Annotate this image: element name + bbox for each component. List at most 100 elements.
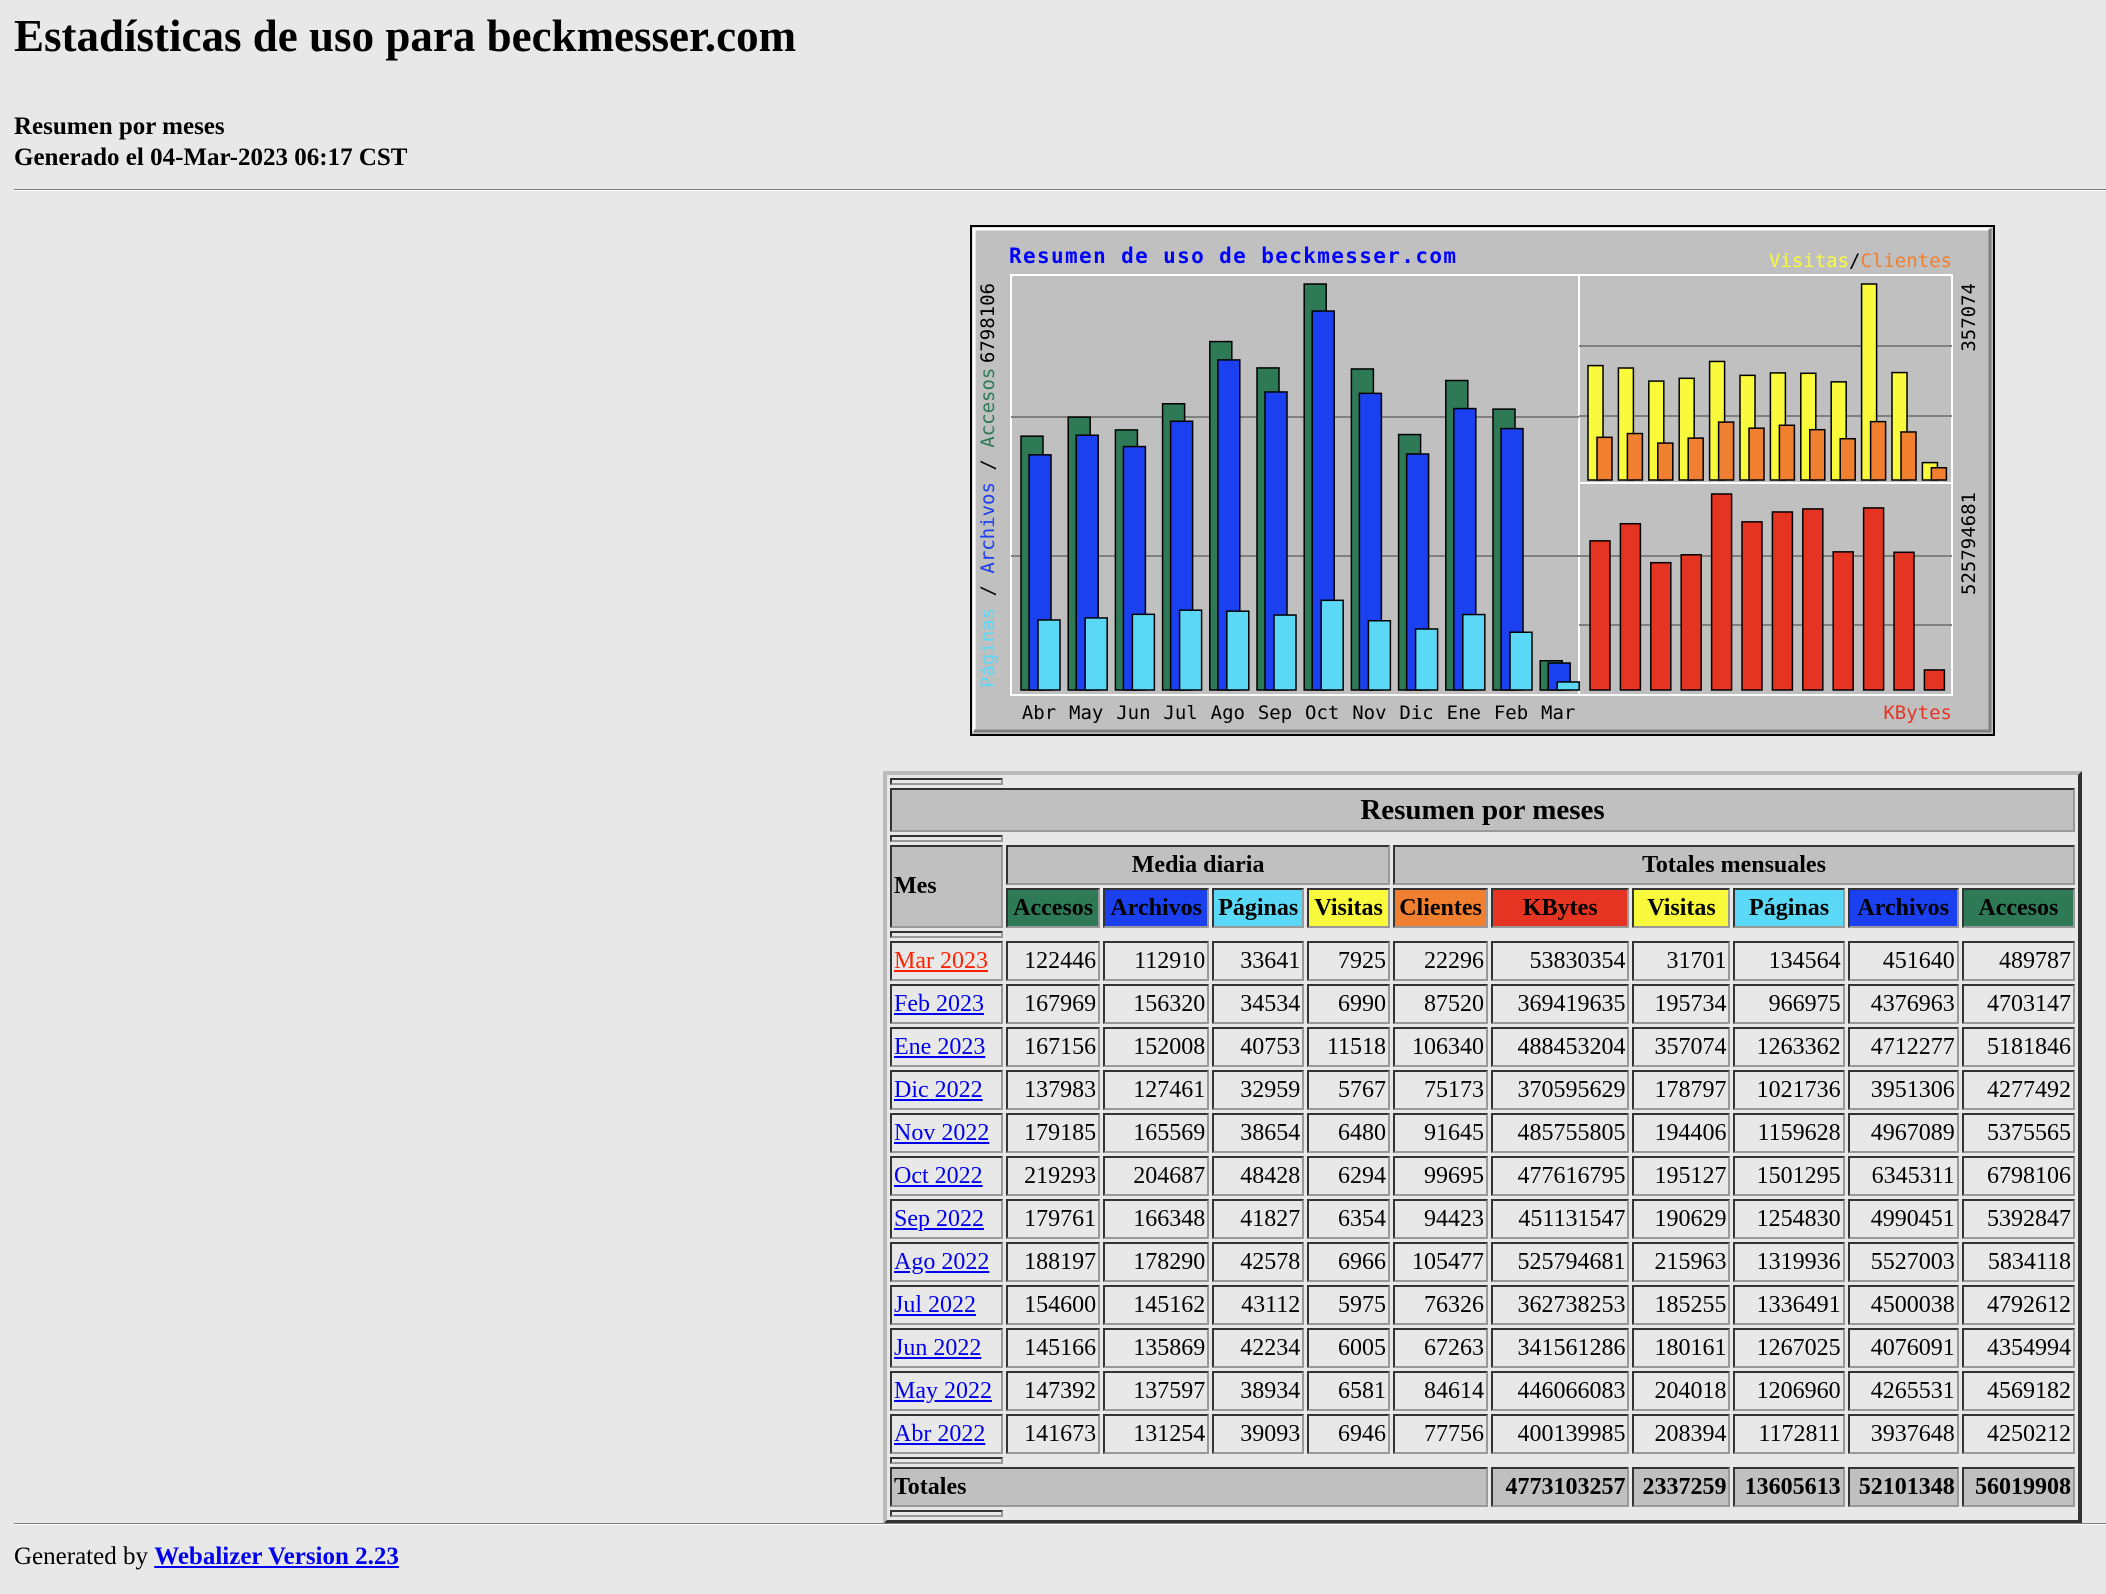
month-label: Ene (1447, 702, 1481, 724)
page-subtitle: Resumen por meses (14, 113, 225, 140)
value-cell: 195127 (1632, 1156, 1731, 1196)
month-link[interactable]: Sep 2022 (894, 1205, 984, 1232)
value-cell: 38934 (1212, 1371, 1305, 1411)
value-cell: 179761 (1006, 1199, 1101, 1239)
table-row: Mar 2023 122446 112910 33641 7925 22296 538303… (890, 941, 2075, 981)
value-cell: 77756 (1393, 1414, 1489, 1454)
value-cell: 485755805 (1491, 1113, 1630, 1153)
table-title-row: Resumen por meses (890, 788, 2075, 832)
month-link[interactable]: Abr 2022 (894, 1420, 986, 1447)
value-cell: 204018 (1632, 1371, 1731, 1411)
month-link[interactable]: Ago 2022 (894, 1248, 990, 1275)
table-row: Sep 2022 179761 166348 41827 6354 94423 451131… (890, 1199, 2075, 1239)
value-cell: 6480 (1307, 1113, 1391, 1153)
value-cell: 185255 (1632, 1285, 1731, 1325)
month-label: Dic (1399, 702, 1433, 724)
bar-clientes (1626, 432, 1644, 481)
bar-kbytes (1741, 521, 1763, 691)
value-cell: 6990 (1307, 984, 1391, 1024)
value-cell: 167969 (1006, 984, 1101, 1024)
value-cell: 5181846 (1961, 1027, 2075, 1067)
value-cell: 165569 (1103, 1113, 1210, 1153)
bar-kbytes (1862, 507, 1885, 691)
value-cell: 4967089 (1847, 1113, 1959, 1153)
bar-paginas (1462, 613, 1486, 691)
value-cell: 4277492 (1961, 1070, 2075, 1110)
value-cell: 141673 (1006, 1414, 1101, 1454)
month-label: Nov (1352, 702, 1386, 724)
value-cell: 400139985 (1491, 1414, 1630, 1454)
month-link[interactable]: Jul 2022 (894, 1291, 977, 1318)
value-cell: 166348 (1103, 1199, 1210, 1239)
table-row: Ene 2023 167156 152008 40753 11518 106340 4884… (890, 1027, 2075, 1067)
spacer-row (890, 835, 2075, 842)
spacer-row (890, 1510, 2075, 1517)
bar-paginas (1037, 619, 1061, 691)
footer: Generated by Webalizer Version 2.23 (14, 1543, 399, 1571)
webalizer-link[interactable]: Webalizer Version 2.23 (154, 1543, 399, 1570)
bar-clientes (1930, 467, 1948, 481)
kbytes-legend: KBytes (1883, 702, 1952, 724)
table-row: Feb 2023 167969 156320 34534 6990 87520 369419… (890, 984, 2075, 1024)
value-cell: 137597 (1103, 1371, 1210, 1411)
value-cell: 4250212 (1961, 1414, 2075, 1454)
value-cell: 4792612 (1961, 1285, 2075, 1325)
value-cell: 1206960 (1733, 1371, 1845, 1411)
month-link[interactable]: May 2022 (894, 1377, 992, 1404)
value-cell: 489787 (1961, 941, 2075, 981)
visits-legend: Visitas/Clientes (1769, 250, 1952, 272)
value-cell: 5767 (1307, 1070, 1391, 1110)
value-cell: 156320 (1103, 984, 1210, 1024)
monthly-totals-header: Totales mensuales (1393, 845, 2075, 885)
month-label: Jul (1163, 702, 1197, 724)
month-label: Jun (1116, 702, 1150, 724)
value-cell: 137983 (1006, 1070, 1101, 1110)
bar-clientes (1809, 428, 1826, 481)
value-cell: 32959 (1212, 1070, 1305, 1110)
value-cell: 966975 (1733, 984, 1845, 1024)
bar-paginas (1414, 628, 1439, 691)
total-cell: 2337259 (1632, 1467, 1731, 1507)
month-link[interactable]: Feb 2023 (894, 990, 984, 1017)
group-header-row: Mes Media diaria Totales mensuales (890, 845, 2075, 928)
spacer-cell (890, 931, 1004, 938)
table-row: Abr 2022 141673 131254 39093 6946 77756 400139… (890, 1414, 2075, 1454)
spacer-cell (890, 778, 1004, 785)
value-cell: 451131547 (1491, 1199, 1630, 1239)
value-cell: 75173 (1393, 1070, 1489, 1110)
value-cell: 5527003 (1847, 1242, 1959, 1282)
column-header-accesos: Accesos (1006, 888, 1101, 928)
value-cell: 34534 (1212, 984, 1305, 1024)
bar-clientes (1748, 427, 1765, 481)
bar-clientes (1778, 424, 1796, 481)
value-cell: 1159628 (1733, 1113, 1845, 1153)
month-link[interactable]: Mar 2023 (894, 947, 988, 974)
bar-clientes (1596, 436, 1613, 481)
value-cell: 1254830 (1733, 1199, 1845, 1239)
bar-clientes (1900, 431, 1917, 481)
value-cell: 178290 (1103, 1242, 1210, 1282)
value-cell: 5834118 (1961, 1242, 2075, 1282)
value-cell: 488453204 (1491, 1027, 1630, 1067)
month-link[interactable]: Jun 2022 (894, 1334, 982, 1361)
month-link[interactable]: Ene 2023 (894, 1033, 986, 1060)
value-cell: 43112 (1212, 1285, 1305, 1325)
month-cell: Jul 2022 (890, 1285, 1004, 1325)
value-cell: 94423 (1393, 1199, 1489, 1239)
month-link[interactable]: Oct 2022 (894, 1162, 983, 1189)
chart-title: Resumen de uso de beckmesser.com (1009, 244, 1456, 268)
legend-label: Visitas (1769, 250, 1849, 272)
kbytes-plot (1578, 482, 1953, 696)
value-cell: 215963 (1632, 1242, 1731, 1282)
value-cell: 1336491 (1733, 1285, 1845, 1325)
month-cell: Ene 2023 (890, 1027, 1004, 1067)
value-cell: 167156 (1006, 1027, 1101, 1067)
value-cell: 4569182 (1961, 1371, 2075, 1411)
column-header-paginas: Páginas (1212, 888, 1305, 928)
value-cell: 208394 (1632, 1414, 1731, 1454)
month-link[interactable]: Nov 2022 (894, 1119, 990, 1146)
month-link[interactable]: Dic 2022 (894, 1076, 983, 1103)
spacer-row (890, 778, 2075, 785)
value-cell: 4354994 (1961, 1328, 2075, 1368)
value-cell: 178797 (1632, 1070, 1731, 1110)
